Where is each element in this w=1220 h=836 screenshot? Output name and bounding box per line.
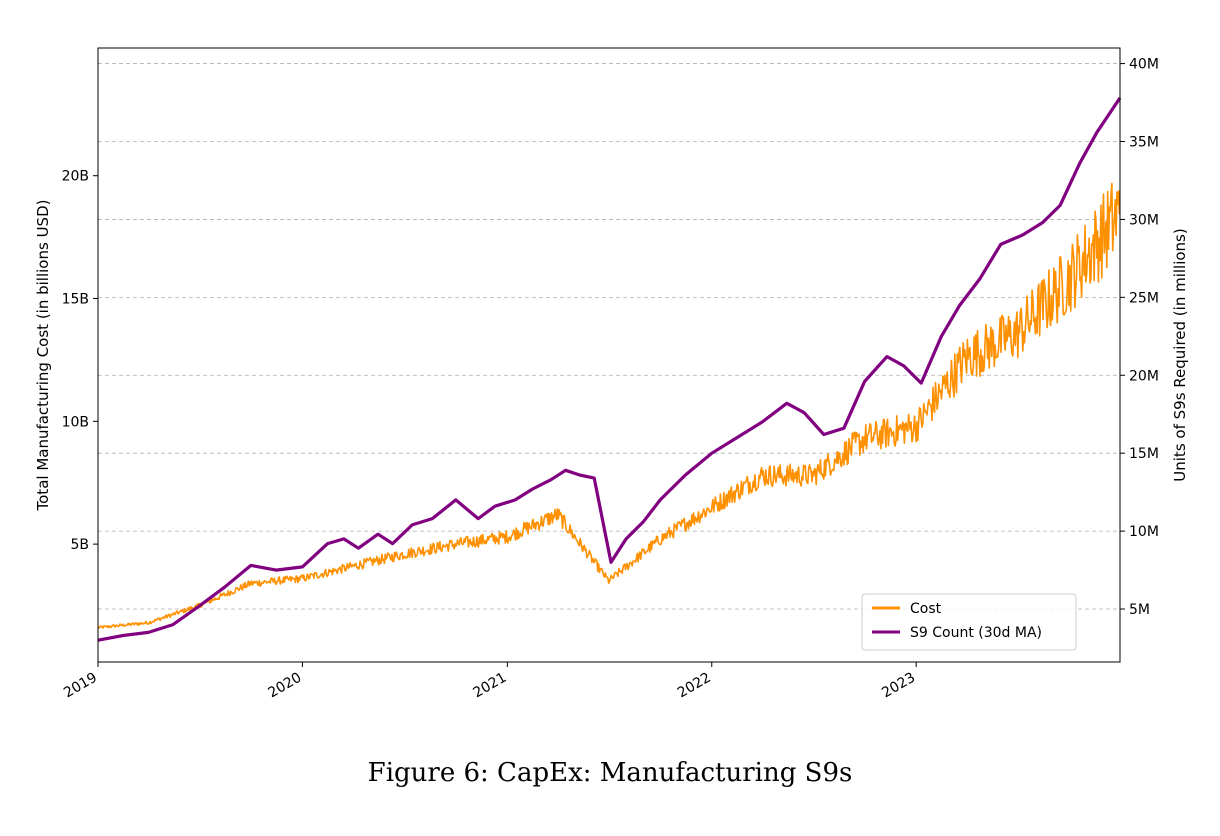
x-axis: 2019 2020 2021 2022 2023 bbox=[61, 662, 918, 701]
chart: 2019 2020 2021 2022 2023 5B 10B 15B 20B 5M 10M 15… bbox=[34, 47, 1189, 701]
legend: Cost S9 Count (30d MA) bbox=[861, 593, 1077, 651]
figure-caption: Figure 6: CapEx: Manufacturing S9s bbox=[367, 758, 853, 788]
y-axis-right: 5M 10M 15M 20M 25M 30M 35M 40M bbox=[1120, 57, 1159, 618]
y2-tick-label: 35M bbox=[1129, 135, 1159, 151]
y2-tick-label: 10M bbox=[1129, 524, 1159, 540]
y2-tick-label: 15M bbox=[1129, 446, 1159, 462]
series-line bbox=[97, 182, 1121, 629]
y2-tick-label: 5M bbox=[1129, 602, 1150, 618]
x-tick-label: 2023 bbox=[879, 670, 918, 702]
y-tick-label: 20B bbox=[62, 169, 89, 185]
plot-frame bbox=[97, 47, 1121, 663]
x-tick-label: 2022 bbox=[675, 670, 714, 702]
x-tick-label: 2020 bbox=[266, 670, 305, 702]
legend-label-cost: Cost bbox=[910, 601, 942, 617]
y-tick-label: 15B bbox=[62, 292, 89, 308]
y-tick-label: 5B bbox=[70, 537, 89, 553]
y-axis-label: Total Manufacturing Cost (in billions US… bbox=[34, 200, 52, 512]
y2-axis-label: Units of S9s Required (in millions) bbox=[1171, 228, 1189, 481]
y-tick-label: 10B bbox=[62, 414, 89, 430]
gridlines bbox=[98, 63, 1120, 610]
y2-tick-label: 25M bbox=[1129, 290, 1159, 306]
legend-box bbox=[861, 593, 1077, 651]
x-tick-label: 2021 bbox=[470, 670, 509, 702]
x-tick-label: 2019 bbox=[61, 670, 100, 702]
s9-count-series bbox=[97, 97, 1122, 642]
y2-tick-label: 40M bbox=[1129, 57, 1159, 73]
legend-label-s9-count: S9 Count (30d MA) bbox=[910, 625, 1042, 641]
y2-tick-label: 30M bbox=[1129, 212, 1159, 228]
series-line bbox=[97, 97, 1122, 642]
y2-tick-label: 20M bbox=[1129, 368, 1159, 384]
cost-series bbox=[97, 182, 1121, 629]
y-axis-left: 5B 10B 15B 20B bbox=[62, 169, 98, 553]
